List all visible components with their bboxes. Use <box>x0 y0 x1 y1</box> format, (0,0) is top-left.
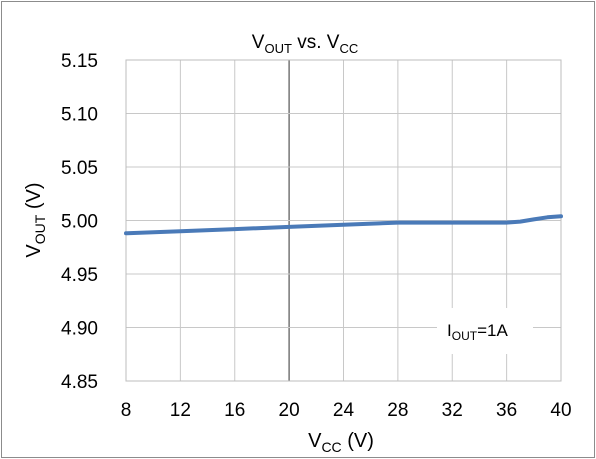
series-line <box>124 214 563 236</box>
x-tick-label: 24 <box>333 400 355 421</box>
y-tick-label: 5.10 <box>61 105 98 126</box>
x-tick-label: 32 <box>442 400 463 421</box>
y-tick-label: 5.15 <box>61 51 98 72</box>
annotation-label: IOUT=1A <box>447 321 508 343</box>
y-tick-label: 5.00 <box>61 212 98 233</box>
x-tick-label: 40 <box>550 400 571 421</box>
series-group <box>124 214 563 236</box>
x-tick-label: 8 <box>121 400 132 421</box>
plot-area-border <box>125 59 562 382</box>
x-tick-labels: 8 12 16 20 24 28 32 36 40 <box>121 400 572 421</box>
y-tick-label: 4.90 <box>61 319 98 340</box>
x-axis-label: VCC (V) <box>308 430 374 455</box>
x-tick-label: 16 <box>224 400 245 421</box>
y-tick-label: 4.85 <box>61 372 98 393</box>
x-tick-label: 20 <box>279 400 300 421</box>
y-axis-label: VOUT (V) <box>23 182 48 257</box>
x-tick-label: 12 <box>170 400 191 421</box>
annotation-box: IOUT=1A <box>437 308 533 354</box>
chart-title: VOUT vs. VCC <box>252 32 358 56</box>
x-tick-label: 36 <box>496 400 517 421</box>
x-tick-label: 28 <box>387 400 408 421</box>
y-tick-label: 5.05 <box>61 158 98 179</box>
y-tick-label: 4.95 <box>61 265 98 286</box>
y-tick-labels: 5.15 5.10 5.05 5.00 4.95 4.90 4.85 <box>61 51 98 393</box>
